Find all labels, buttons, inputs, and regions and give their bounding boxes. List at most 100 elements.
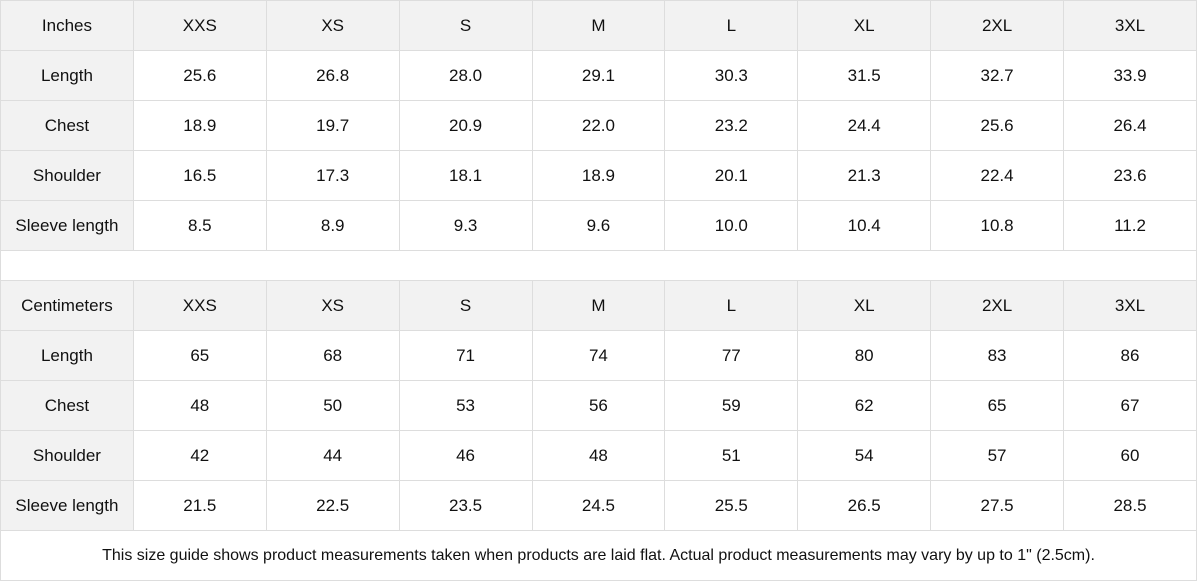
measurement-value: 26.5: [797, 480, 932, 531]
measurement-value: 67: [1063, 380, 1197, 431]
measurement-value: 23.5: [398, 480, 533, 531]
measurement-value: 22.5: [265, 480, 400, 531]
measurement-value: 83: [930, 330, 1064, 381]
measurement-value: 10.4: [797, 200, 932, 251]
size-header: XL: [797, 280, 932, 331]
measurement-value: 16.5: [132, 150, 267, 201]
measurement-value: 23.6: [1063, 150, 1197, 201]
size-header: 2XL: [930, 280, 1064, 331]
measurement-value: 20.1: [664, 150, 799, 201]
measurement-value: 48: [531, 430, 666, 481]
table-row: Length 65 68 71 74 77 80 83 86: [0, 330, 1197, 381]
size-header: M: [531, 0, 666, 51]
table-row: Chest 48 50 53 56 59 62 65 67: [0, 380, 1197, 431]
table-row: Sleeve length 8.5 8.9 9.3 9.6 10.0 10.4 10.8 11.…: [0, 200, 1197, 251]
measurement-value: 20.9: [398, 100, 533, 151]
measurement-value: 71: [398, 330, 533, 381]
measurement-value: 68: [265, 330, 400, 381]
measurement-value: 11.2: [1063, 200, 1197, 251]
measurement-label: Shoulder: [0, 430, 134, 481]
measurement-value: 33.9: [1063, 50, 1197, 101]
measurement-value: 25.6: [930, 100, 1064, 151]
table-row: Shoulder 42 44 46 48 51 54 57 60: [0, 430, 1197, 481]
size-header: S: [398, 0, 533, 51]
measurement-value: 18.1: [398, 150, 533, 201]
measurement-label: Length: [0, 330, 134, 381]
measurement-value: 65: [132, 330, 267, 381]
size-header: XS: [265, 0, 400, 51]
measurement-label: Sleeve length: [0, 200, 134, 251]
measurement-value: 86: [1063, 330, 1197, 381]
size-header: 3XL: [1063, 0, 1197, 51]
size-header: 2XL: [930, 0, 1064, 51]
measurement-value: 26.4: [1063, 100, 1197, 151]
measurement-value: 22.4: [930, 150, 1064, 201]
measurement-value: 59: [664, 380, 799, 431]
measurement-value: 25.6: [132, 50, 267, 101]
measurement-value: 80: [797, 330, 932, 381]
measurement-value: 44: [265, 430, 400, 481]
measurement-value: 48: [132, 380, 267, 431]
size-header: XL: [797, 0, 932, 51]
measurement-value: 32.7: [930, 50, 1064, 101]
measurement-value: 21.3: [797, 150, 932, 201]
section-spacer: [0, 250, 1197, 281]
centimeters-header-row: Centimeters XXS XS S M L XL 2XL 3XL: [0, 280, 1197, 331]
measurement-value: 9.6: [531, 200, 666, 251]
size-header: M: [531, 280, 666, 331]
measurement-value: 24.5: [531, 480, 666, 531]
table-row: Sleeve length 21.5 22.5 23.5 24.5 25.5 26.5 27.…: [0, 480, 1197, 531]
measurement-value: 46: [398, 430, 533, 481]
measurement-label: Length: [0, 50, 134, 101]
size-header: S: [398, 280, 533, 331]
measurement-value: 23.2: [664, 100, 799, 151]
inches-header-row: Inches XXS XS S M L XL 2XL 3XL: [0, 0, 1197, 51]
measurement-value: 27.5: [930, 480, 1064, 531]
measurement-value: 29.1: [531, 50, 666, 101]
measurement-value: 74: [531, 330, 666, 381]
measurement-label: Chest: [0, 380, 134, 431]
measurement-value: 18.9: [531, 150, 666, 201]
measurement-label: Chest: [0, 100, 134, 151]
measurement-value: 18.9: [132, 100, 267, 151]
measurement-value: 10.0: [664, 200, 799, 251]
measurement-value: 42: [132, 430, 267, 481]
measurement-value: 22.0: [531, 100, 666, 151]
size-header: XXS: [132, 280, 267, 331]
measurement-value: 56: [531, 380, 666, 431]
measurement-value: 53: [398, 380, 533, 431]
measurement-value: 31.5: [797, 50, 932, 101]
measurement-value: 25.5: [664, 480, 799, 531]
size-header: XS: [265, 280, 400, 331]
measurement-value: 50: [265, 380, 400, 431]
measurement-label: Sleeve length: [0, 480, 134, 531]
size-header: L: [664, 280, 799, 331]
measurement-value: 17.3: [265, 150, 400, 201]
size-header: L: [664, 0, 799, 51]
size-header: XXS: [132, 0, 267, 51]
measurement-value: 8.5: [132, 200, 267, 251]
measurement-value: 21.5: [132, 480, 267, 531]
measurement-value: 19.7: [265, 100, 400, 151]
measurement-value: 77: [664, 330, 799, 381]
unit-label: Centimeters: [0, 280, 134, 331]
measurement-value: 9.3: [398, 200, 533, 251]
measurement-value: 62: [797, 380, 932, 431]
measurement-value: 60: [1063, 430, 1197, 481]
measurement-value: 10.8: [930, 200, 1064, 251]
measurement-label: Shoulder: [0, 150, 134, 201]
measurement-value: 24.4: [797, 100, 932, 151]
measurement-value: 26.8: [265, 50, 400, 101]
footnote: This size guide shows product measuremen…: [0, 530, 1197, 581]
unit-label: Inches: [0, 0, 134, 51]
table-row: Chest 18.9 19.7 20.9 22.0 23.2 24.4 25.6 26.4: [0, 100, 1197, 151]
measurement-value: 54: [797, 430, 932, 481]
measurement-value: 57: [930, 430, 1064, 481]
measurement-value: 30.3: [664, 50, 799, 101]
measurement-value: 28.5: [1063, 480, 1197, 531]
table-row: Length 25.6 26.8 28.0 29.1 30.3 31.5 32.7 33.9: [0, 50, 1197, 101]
size-header: 3XL: [1063, 280, 1197, 331]
measurement-value: 65: [930, 380, 1064, 431]
measurement-value: 28.0: [398, 50, 533, 101]
